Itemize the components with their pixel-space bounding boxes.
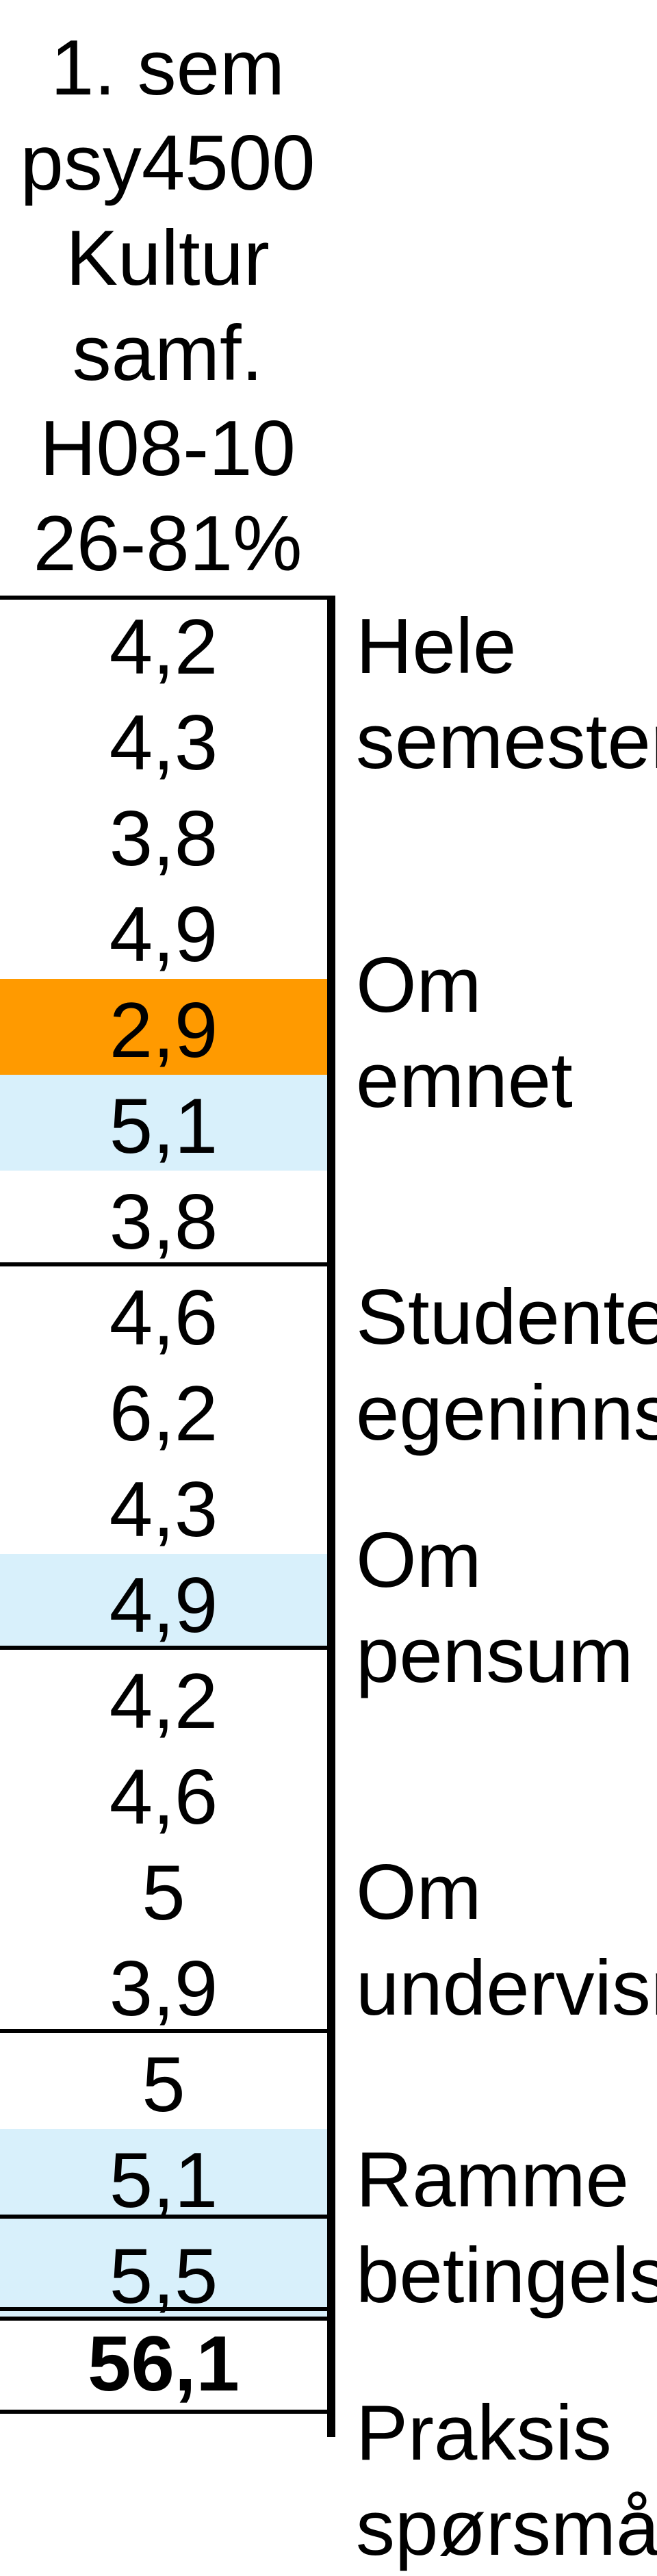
label-om: Om [356,1845,482,1940]
data-row-7: 4,6 [0,1266,327,1362]
bottom-total: 56,1 [0,2307,335,2437]
data-row-10: 4,9 [0,1554,327,1650]
label-egeninnsats: egeninnsats [356,1366,657,1461]
data-row-12: 4,6 [0,1746,327,1841]
header-line-6: 26-81% [0,496,335,591]
data-row-6: 3,8 [0,1171,327,1266]
data-row-9: 4,3 [0,1458,327,1554]
header-line-2: psy4500 [0,116,335,211]
header-line-4: samf. [0,306,335,401]
header-line-3: Kultur [0,211,335,306]
data-row-8: 6,2 [0,1362,327,1458]
label-betingelser: betingelser [356,2228,657,2323]
data-row-17: 5,5 [0,2225,327,2321]
data-row-14: 3,9 [0,1937,327,2033]
label-hele-semesteret: Hele semesteret [356,599,657,789]
data-column: 4,24,33,84,92,95,13,84,66,24,34,94,24,65… [0,596,335,2321]
data-row-4: 2,9 [0,979,327,1075]
pre-bottom-rule [0,2215,327,2219]
label-om-emnet: Om emnet [356,938,643,1128]
header-block: 1. sem psy4500 Kultur samf. H08-10 26-81… [0,21,335,591]
header-line-1: 1. sem [0,21,335,116]
label-om-pensum: Om pensum [356,1513,643,1703]
data-row-0: 4,2 [0,596,327,691]
data-row-13: 5 [0,1841,327,1937]
label-ramme: Ramme [356,2132,629,2228]
data-row-5: 5,1 [0,1075,327,1171]
data-row-1: 4,3 [0,691,327,787]
data-row-15: 5 [0,2033,327,2129]
data-row-2: 3,8 [0,787,327,883]
label-undervisningen: undervisningen [356,1941,657,2036]
bottom-total-value: 56,1 [0,2307,327,2414]
data-row-16: 5,1 [0,2129,327,2225]
data-row-3: 4,9 [0,883,327,979]
data-row-11: 4,2 [0,1650,327,1746]
label-praksis: Praksis spørsmål [356,2386,657,2576]
label-studentenes: Studentenes [356,1270,657,1365]
header-line-5: H08-10 [0,401,335,496]
page-container: 1. sem psy4500 Kultur samf. H08-10 26-81… [0,0,657,2428]
